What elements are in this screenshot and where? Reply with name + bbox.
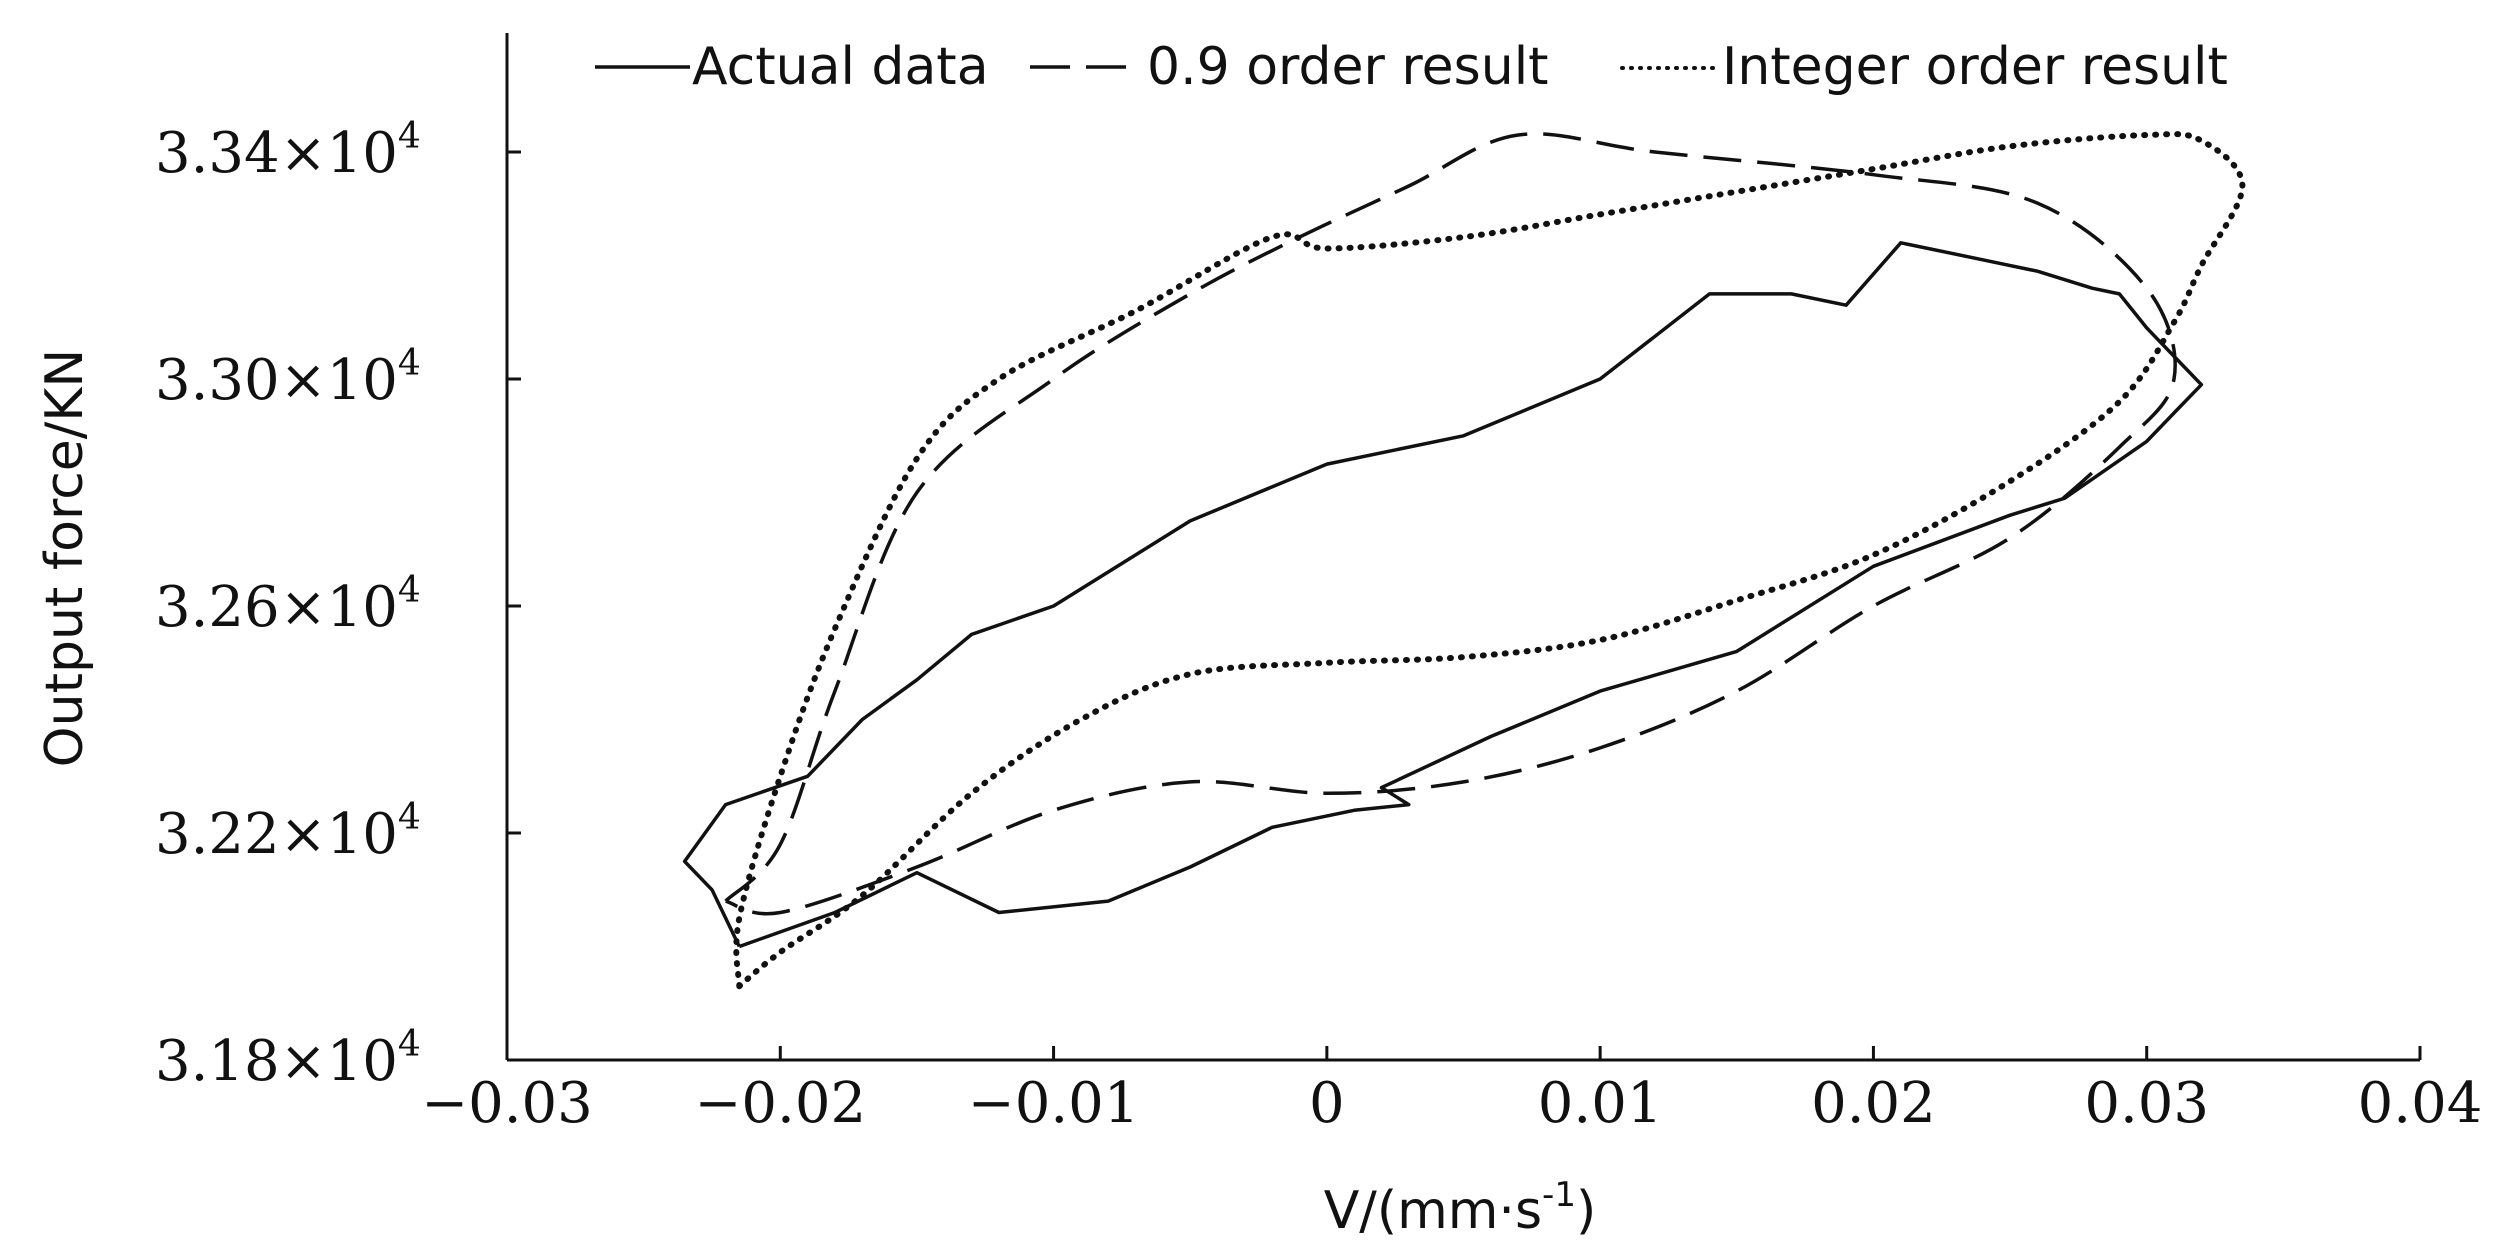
y-tick-label: 3.18×104 [155,1024,421,1094]
y-ticks: 3.18×104 3.22×104 3.26×104 3.30×104 3.34×104 [155,116,521,1094]
y-tick-label: 3.26×104 [155,570,421,640]
legend-label-actual: Actual data [692,37,989,97]
y-tick-label: 3.34×104 [155,116,421,186]
x-tick-label: −0.01 [968,1071,1140,1136]
series-integer-order-result [733,131,2246,990]
x-tick-label: 0.03 [2084,1071,2209,1136]
x-tick-label: 0.04 [2358,1071,2483,1136]
legend: Actual data 0.9 order result Integer ord… [595,37,2228,97]
y-tick-label: 3.22×104 [155,797,421,867]
x-tick-label: 0.02 [1811,1071,1936,1136]
legend-label-09order: 0.9 order result [1147,37,1549,97]
series-09-order-result [724,132,2177,916]
y-axis-label: Output force/KN [35,349,95,768]
series-layer [682,131,2246,990]
x-tick-label: −0.02 [694,1071,866,1136]
y-tick-label: 3.30×104 [155,343,421,413]
series-actual-data [682,241,2204,949]
x-axis-label: V/(mm·s-1) [1324,1175,1597,1241]
x-tick-label: −0.03 [421,1071,593,1136]
x-tick-label: 0 [1309,1071,1345,1136]
x-tick-label: 0.01 [1538,1071,1663,1136]
legend-label-integer: Integer order result [1722,37,2228,97]
x-ticks: −0.03 −0.02 −0.01 0 0.01 0.02 0.03 0.04 [421,1046,2482,1136]
